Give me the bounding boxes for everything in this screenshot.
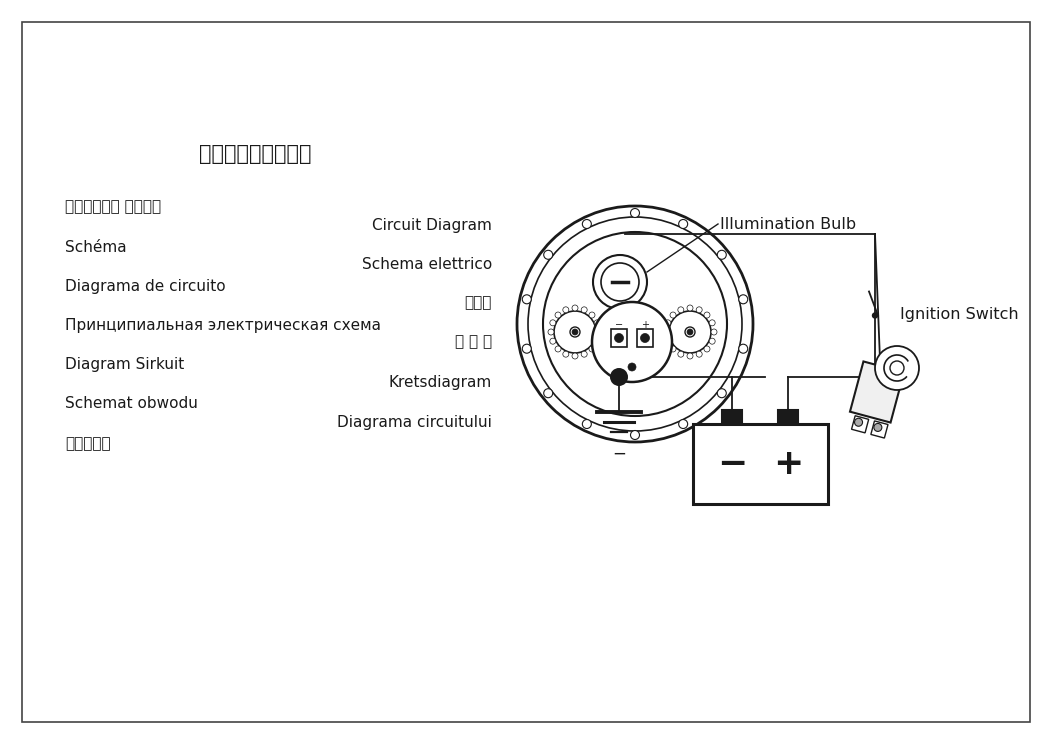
Bar xyxy=(778,410,798,424)
Text: Diagram Sirkuit: Diagram Sirkuit xyxy=(65,356,184,371)
Circle shape xyxy=(594,339,601,344)
Text: सर्किट आरेख: सर्किट आरेख xyxy=(65,199,161,214)
Circle shape xyxy=(717,388,726,398)
Circle shape xyxy=(665,339,671,344)
Circle shape xyxy=(679,420,688,429)
Text: −: − xyxy=(716,447,747,481)
Circle shape xyxy=(517,206,753,442)
Circle shape xyxy=(563,307,569,312)
Circle shape xyxy=(589,346,595,352)
Text: Diagrama de circuito: Diagrama de circuito xyxy=(65,278,225,293)
Text: सरਕਟचित्र: सरਕਟचित्र xyxy=(199,144,311,164)
Circle shape xyxy=(628,363,636,371)
Text: Diagrama circuitului: Diagrama circuitului xyxy=(337,414,492,429)
Circle shape xyxy=(687,353,693,359)
Circle shape xyxy=(555,312,561,318)
Circle shape xyxy=(596,329,602,335)
Text: Schemat obwodu: Schemat obwodu xyxy=(65,396,198,411)
Text: Ignition Switch: Ignition Switch xyxy=(901,307,1018,321)
Text: 회 로 도: 회 로 도 xyxy=(454,335,492,350)
Text: Kretsdiagram: Kretsdiagram xyxy=(389,374,492,390)
Circle shape xyxy=(709,339,715,344)
Circle shape xyxy=(572,329,578,335)
Circle shape xyxy=(594,320,601,326)
Circle shape xyxy=(572,305,578,311)
Bar xyxy=(871,421,888,438)
Text: +: + xyxy=(641,320,649,330)
Circle shape xyxy=(696,307,702,312)
Text: Принципиальная электрическая схема: Принципиальная электрическая схема xyxy=(65,318,381,333)
Bar xyxy=(722,410,742,424)
Circle shape xyxy=(544,250,552,260)
Text: −: − xyxy=(615,320,623,330)
Circle shape xyxy=(677,351,684,357)
Text: +: + xyxy=(773,447,803,481)
Circle shape xyxy=(641,333,649,342)
Polygon shape xyxy=(850,362,904,423)
Circle shape xyxy=(670,346,676,352)
Text: Schéma: Schéma xyxy=(65,240,126,254)
Text: 電路原理圖: 電路原理圖 xyxy=(65,437,110,452)
Bar xyxy=(693,424,828,504)
Circle shape xyxy=(711,329,717,335)
Circle shape xyxy=(581,351,587,357)
Circle shape xyxy=(583,420,591,429)
Circle shape xyxy=(717,250,726,260)
Bar xyxy=(851,416,869,433)
Circle shape xyxy=(610,368,628,386)
Bar xyxy=(611,329,627,347)
Text: 回路図: 回路図 xyxy=(465,295,492,310)
Circle shape xyxy=(685,327,695,337)
Circle shape xyxy=(593,255,647,309)
Circle shape xyxy=(581,307,587,312)
Circle shape xyxy=(679,219,688,228)
Circle shape xyxy=(583,219,591,228)
Circle shape xyxy=(704,346,710,352)
Circle shape xyxy=(589,312,595,318)
Circle shape xyxy=(874,423,882,432)
Circle shape xyxy=(696,351,702,357)
Circle shape xyxy=(543,232,727,416)
Circle shape xyxy=(669,311,711,353)
Text: −: − xyxy=(612,445,626,463)
Circle shape xyxy=(670,312,676,318)
Circle shape xyxy=(601,263,639,301)
Circle shape xyxy=(687,329,693,335)
Circle shape xyxy=(739,344,748,353)
Circle shape xyxy=(704,312,710,318)
Circle shape xyxy=(563,351,569,357)
Circle shape xyxy=(544,388,552,398)
Circle shape xyxy=(875,346,919,390)
Circle shape xyxy=(890,361,904,375)
Circle shape xyxy=(548,329,554,335)
Bar xyxy=(638,329,653,347)
Circle shape xyxy=(528,217,742,431)
Text: Illumination Bulb: Illumination Bulb xyxy=(720,217,856,231)
Text: Schema elettrico: Schema elettrico xyxy=(362,257,492,272)
Circle shape xyxy=(677,307,684,312)
Circle shape xyxy=(555,346,561,352)
Circle shape xyxy=(739,295,748,304)
Circle shape xyxy=(630,208,640,217)
Circle shape xyxy=(709,320,715,326)
Circle shape xyxy=(665,320,671,326)
Circle shape xyxy=(572,353,578,359)
Circle shape xyxy=(630,431,640,440)
Text: Circuit Diagram: Circuit Diagram xyxy=(372,217,492,233)
Circle shape xyxy=(687,305,693,311)
Circle shape xyxy=(854,418,863,426)
Circle shape xyxy=(592,302,672,382)
Circle shape xyxy=(554,311,596,353)
Circle shape xyxy=(522,295,531,304)
Circle shape xyxy=(550,320,555,326)
Circle shape xyxy=(550,339,555,344)
Circle shape xyxy=(522,344,531,353)
Circle shape xyxy=(614,333,624,342)
Circle shape xyxy=(570,327,580,337)
Circle shape xyxy=(663,329,669,335)
Circle shape xyxy=(872,313,877,318)
